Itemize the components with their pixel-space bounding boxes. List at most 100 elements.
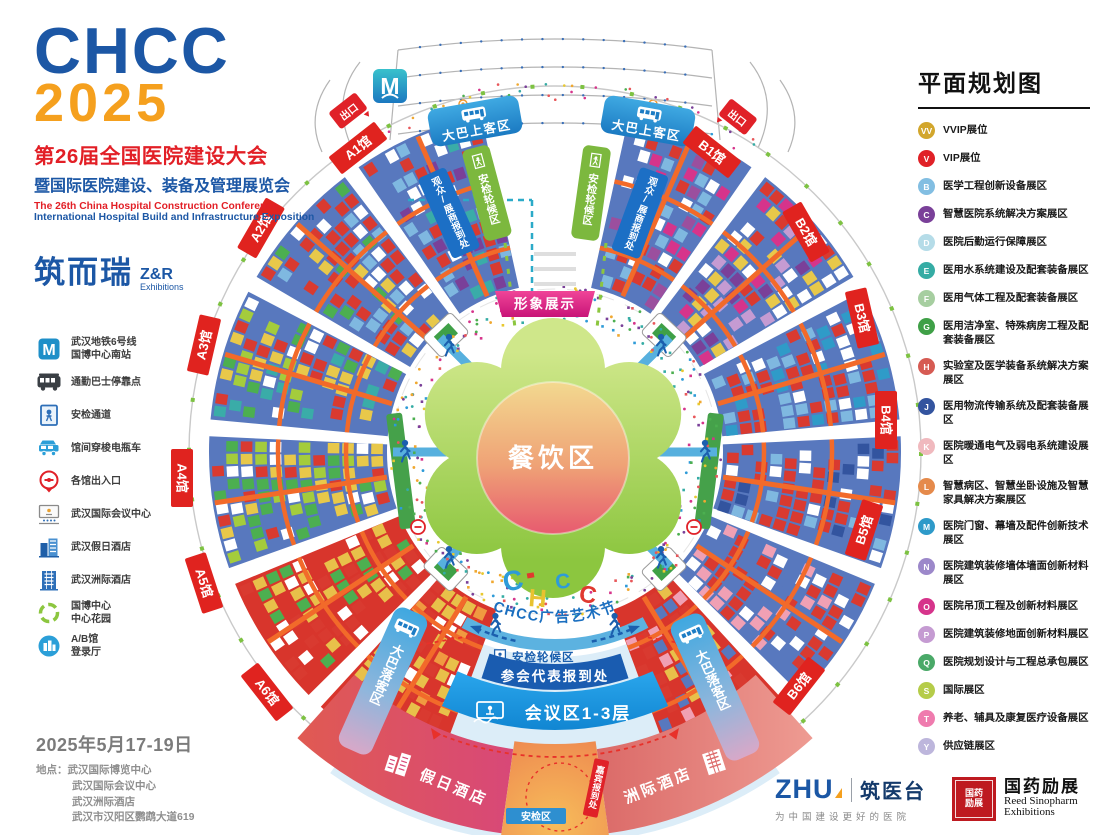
ad-festival-label: CHCC广告艺术节 [491,598,619,626]
guest-registration-banner: 嘉宾报到处 [583,758,609,818]
metro-icon: M [38,338,60,360]
zhu-tagline: 为中国建设更好的医院 [775,812,911,823]
plan-legend-item: M 医院门窗、幕墙及配件创新技术展区 [918,518,1090,547]
venue-label: 地点： [36,764,68,776]
zone-color-badge: VV [918,122,935,139]
logo-year: 2025 [34,72,171,133]
zone-color-badge: P [918,626,935,644]
center-garden: 餐饮区 [424,318,682,598]
sinopharm-name-cn: 国药励展 [1004,777,1080,797]
plan-legend-items: VV VVIP展位 V VIP展位 B 医学工程创新设备展区 C 智慧医院系统解… [918,122,1090,756]
zone-label: 医学工程创新设备展区 [943,181,1047,192]
svg-text:H: H [528,584,548,613]
plan-legend-item: O 医院吊顶工程及创新材料展区 [918,598,1090,616]
legend-item-conference-center: 武汉国际会议中心 [36,501,151,527]
gate-icons [410,519,702,535]
visitor-registration-left: 观众/展商报到处 [418,167,480,259]
entrance-icon [39,470,59,493]
zone-color-badge: T [918,710,935,728]
bus-boarding-left: 大巴上客区 [427,95,523,147]
zone-label: 智慧病区、智慧坐卧设施及智慧家具解决方案展区 [943,481,1089,506]
conference-center-icon [38,504,60,525]
legend-item-entrance: 各馆出入口 [36,468,151,494]
event-dates-block: 2025年5月17-19日 地点：武汉国际博览中心 武汉国际会议中心 武汉洲际酒… [36,731,195,826]
zhu-logo: ZHU [775,774,843,805]
zone-color-badge: G [918,318,935,335]
plan-legend-item: E 医用水系统建设及配套装备展区 [918,262,1090,279]
zhu-logo-block: ZHU 筑医台 为中国建设更好的医院 [775,774,926,823]
hall-label-a4: A4馆 [175,463,190,493]
svg-text:安检轮候区: 安检轮候区 [512,650,575,664]
zone-label: 医用物流传输系统及配套装备展区 [943,401,1089,426]
hall-label-b3: B3馆 [851,302,872,334]
zone-color-badge: L [918,478,935,496]
plan-legend-item: G 医用洁净室、特殊病房工程及配套装备展区 [918,318,1090,347]
brand-block: CHCC 2025 第26届全国医院建设大会 暨国际医院建设、装备及管理展览会 … [34,18,344,292]
plan-legend-item: K 医院暖通电气及弱电系统建设展区 [918,438,1090,467]
svg-text:M: M [42,342,55,359]
zone-label: 供应链展区 [943,741,995,753]
hall-connector-left [386,412,416,530]
plan-legend-item: L 智慧病区、智慧坐卧设施及智慧家具解决方案展区 [918,478,1090,507]
plan-legend-item: B 医学工程创新设备展区 [918,178,1090,195]
zone-color-badge: B [918,178,935,195]
conference-label: 会议区1-3层 [525,703,632,723]
security-wait-banner-left: 安检轮候区 [462,145,512,241]
zone-color-badge: C [918,206,935,223]
plan-legend-item: T 养老、辅具及康复医疗设备展区 [918,710,1090,728]
security-wait-banner-right: 安检轮候区 [571,145,611,241]
zone-label: VIP展位 [943,153,981,164]
svg-text:C: C [554,570,571,594]
zone-color-badge: D [918,234,935,251]
zone-label: 医用气体工程及配套装备展区 [943,293,1079,304]
legend-item-security: 安检通道 [36,402,151,428]
venue-3: 武汉洲际酒店 [72,795,135,808]
legend-item-shuttle: 馆间穿梭电瓶车 [36,435,151,461]
delegate-registration-band [481,653,629,690]
zone-color-badge: V [918,150,935,167]
plan-legend-item: Q 医院规划设计与工程总承包展区 [918,654,1090,672]
legend-item-bus: 通勤巴士停靠点 [36,369,151,395]
zone-label: 实验室及医学装备系统解决方案展区 [943,361,1089,386]
zone-label: 医院门窗、幕墙及配件创新技术展区 [943,521,1089,546]
legend-item-garden: 国博中心 中心花园 [36,600,151,626]
event-dates: 2025年5月17-19日 [36,735,193,755]
hall-connector-right [694,412,724,530]
svg-text:M: M [380,73,399,99]
legend-item-intercontinental: 武汉洲际酒店 [36,567,151,593]
plan-legend-item: D 医院后勤运行保障展区 [918,234,1090,251]
hall-label-a3: A3馆 [193,329,214,361]
zone-label: 医用洁净室、特殊病房工程及配套装备展区 [943,321,1089,346]
shuttle-cart-icon [39,440,59,457]
chcc-art-letters: C H C C [500,563,599,613]
zone-color-badge: K [918,438,935,456]
zone-color-badge: Y [918,738,935,756]
holiday-inn-icon [39,538,59,558]
venue-2: 武汉国际会议中心 [72,779,156,792]
zone-label: 医院暖通电气及弱电系统建设展区 [943,441,1089,466]
zhu-name: 筑医台 [860,781,926,803]
lobby-icon [38,635,60,657]
venue-address: 武汉市汉阳区鹦鹉大道619 [72,811,195,824]
zone-label: 医院吊顶工程及创新材料展区 [943,601,1079,613]
sinopharm-name-en2: Exhibitions [1004,806,1055,819]
pedestrian-icons [399,333,711,636]
plan-legend-item: VV VVIP展位 [918,122,1090,139]
site-legend: M 武汉地铁6号线 国博中心南站 通勤巴士停靠点 安检通道 馆间穿梭电瓶车 各馆… [36,336,151,659]
zone-label: 医院建筑装修墙体墙面创新材料展区 [943,561,1089,586]
dining-area-label: 餐饮区 [508,443,598,473]
hall-labels: A1馆 A2馆 A3馆 A4馆 A5馆 A6馆 B1馆 B2馆 B3馆 B4馆 … [171,122,897,721]
conference-title-en: The 26th China Hospital Construction Con… [34,201,278,213]
zone-color-badge: J [918,398,935,416]
metro-icon: M [373,69,407,103]
plan-legend-item: H 实验室及医学装备系统解决方案展区 [918,358,1090,387]
zone-label: 医用水系统建设及配套装备展区 [943,265,1089,276]
promenade-arrows [470,625,640,643]
zone-color-badge: E [918,262,935,279]
image-display-banner: 形象展示 [495,291,595,317]
plan-legend-item: F 医用气体工程及配套装备展区 [918,290,1090,307]
zhu-accent [834,788,842,798]
plan-legend: 平面规划图 VV VVIP展位 V VIP展位 B 医学工程创新设备展区 [918,64,1090,756]
security-zone-banner: 安检区 [506,808,566,824]
exit-sign-left: 出口 [329,93,370,129]
